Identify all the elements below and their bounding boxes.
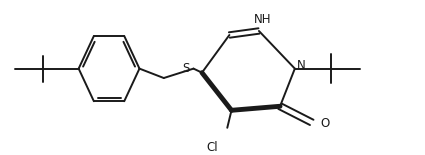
Text: NH: NH	[254, 13, 271, 26]
Text: O: O	[320, 117, 329, 130]
Text: Cl: Cl	[207, 141, 218, 154]
Text: N: N	[297, 59, 306, 72]
Text: S: S	[183, 62, 190, 75]
